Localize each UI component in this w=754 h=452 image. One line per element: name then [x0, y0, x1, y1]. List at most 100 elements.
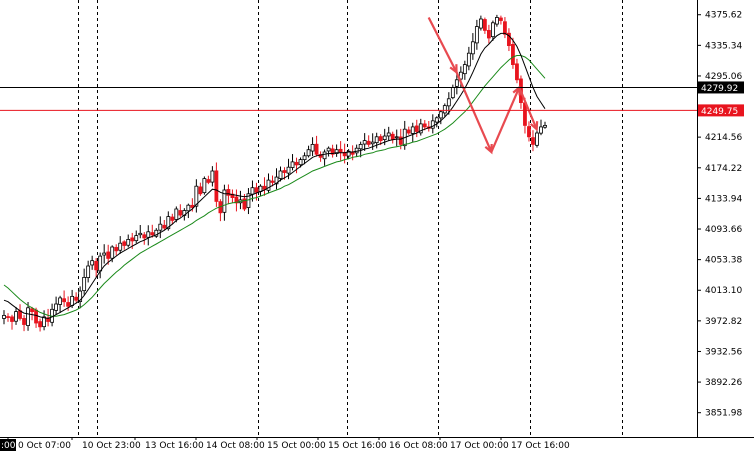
candle: [210, 166, 215, 187]
candle-body: [286, 166, 291, 174]
price-tick-label: 4375.62: [705, 11, 742, 21]
candle-body: [434, 117, 439, 123]
candle: [214, 162, 219, 207]
candle-body: [82, 276, 87, 292]
price-levels[interactable]: 4279.92 4249.75: [0, 81, 744, 117]
candle-body: [38, 321, 42, 328]
candle-body: [430, 120, 435, 129]
candle-body: [174, 208, 179, 220]
candle: [102, 244, 107, 264]
candle-body: [310, 143, 315, 152]
forecast-arrowhead: [529, 121, 539, 132]
candle-body: [34, 309, 38, 324]
candle-body: [491, 22, 495, 38]
forecast-segment: [427, 16, 458, 73]
forecast-segment: [490, 86, 521, 153]
candle-body: [146, 231, 151, 238]
candle-body: [226, 189, 231, 196]
candle: [222, 184, 227, 221]
candle-body: [358, 143, 363, 150]
price-tick-label: 4174.22: [705, 164, 742, 174]
time-cursor-badge: [0, 439, 16, 451]
candle-body: [202, 178, 207, 194]
price-tick-label: 3972.82: [705, 317, 742, 327]
candle: [38, 318, 42, 332]
candle-body: [466, 52, 471, 67]
price-tick-label: 3932.56: [705, 347, 742, 357]
candle-body: [98, 255, 103, 272]
candle-body: [450, 87, 455, 99]
time-axis[interactable]: :00 0 Oct 07:00 10 Oct 23:00 13 Oct 16:00 14…: [0, 437, 570, 451]
candle-body: [222, 189, 227, 213]
candle-body: [14, 311, 18, 322]
candle-body: [338, 148, 343, 153]
price-tick-label: 4093.66: [705, 225, 742, 235]
candle-body: [90, 260, 95, 266]
candle: [194, 179, 199, 213]
candle: [262, 177, 267, 196]
candle: [438, 110, 443, 125]
candle: [30, 306, 34, 321]
candle: [495, 14, 499, 27]
candle-body: [42, 316, 46, 328]
candle: [122, 240, 127, 250]
price-tick-label: 3892.26: [705, 378, 742, 388]
price-axis[interactable]: 4375.62 4335.34 4295.06 4214.56 4174.22 4133.…: [697, 11, 742, 419]
candle-body: [78, 290, 83, 302]
period-separators: [78, 0, 623, 437]
candle-body: [30, 308, 34, 313]
candle-body: [535, 132, 539, 146]
candle-body: [322, 151, 327, 160]
candle: [22, 315, 26, 332]
candle-body: [250, 187, 255, 195]
candle-body: [154, 229, 159, 237]
price-tick-label: 3851.98: [705, 409, 742, 419]
candle: [114, 244, 119, 256]
candle-body: [106, 251, 111, 259]
candle: [142, 232, 147, 245]
ask-price-label: 4279.92: [701, 84, 738, 94]
candle: [515, 58, 519, 84]
candle: [174, 206, 179, 223]
candle: [503, 17, 507, 39]
candle-body: [314, 143, 319, 155]
candle-body: [6, 316, 10, 318]
bid-price-label: 4249.75: [701, 107, 738, 117]
candle-body: [102, 252, 107, 256]
price-tick-label: 4214.56: [705, 133, 742, 143]
candle-body: [438, 111, 443, 119]
candle-body: [346, 150, 351, 157]
candle: [531, 130, 535, 152]
candle: [346, 149, 351, 160]
candle-body: [114, 247, 119, 252]
candle-body: [370, 141, 375, 145]
candle-body: [366, 140, 371, 145]
candle: [499, 15, 503, 25]
candle: [158, 216, 163, 239]
candle: [290, 154, 295, 171]
candle-body: [398, 136, 403, 145]
candle-body: [378, 136, 383, 142]
time-tick-label: 17 Oct 00:00: [450, 441, 509, 451]
forecast-arrow-drawing[interactable]: [427, 16, 539, 155]
candle-body: [134, 235, 139, 242]
candle: [58, 295, 63, 314]
candle: [206, 175, 211, 185]
candle: [462, 60, 467, 80]
candle-body: [66, 302, 71, 307]
candle: [74, 292, 79, 303]
candle-body: [150, 232, 155, 236]
candle: [310, 137, 315, 157]
candle: [94, 258, 99, 277]
candle-body: [326, 147, 331, 152]
candle-body: [394, 136, 399, 139]
candle-body: [482, 19, 487, 31]
candle: [362, 133, 367, 151]
candle: [146, 225, 151, 246]
candle: [422, 120, 427, 131]
candle: [14, 306, 18, 325]
price-tick-label: 4335.34: [705, 41, 742, 51]
candle-body: [162, 224, 167, 229]
candle: [478, 15, 483, 31]
